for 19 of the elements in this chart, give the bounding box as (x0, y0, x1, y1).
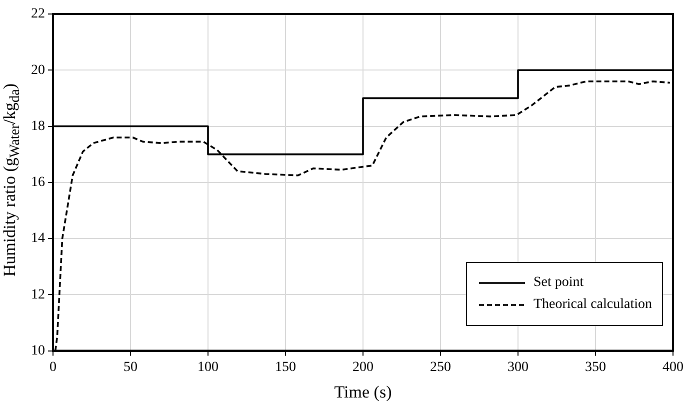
legend-label: Theorical calculation (533, 297, 652, 313)
y-tick-label: 10 (31, 343, 45, 358)
x-tick-label: 0 (50, 360, 56, 375)
x-tick-label: 50 (124, 360, 138, 375)
x-tick-label: 150 (275, 360, 296, 375)
y-tick-label: 18 (31, 118, 45, 134)
x-tick-label: 300 (508, 360, 528, 375)
y-tick-label: 12 (31, 287, 45, 302)
y-tick-label: 20 (31, 62, 45, 78)
x-tick-label: 250 (430, 360, 451, 375)
x-tick-label: 350 (585, 360, 606, 375)
x-tick-label: 100 (198, 360, 218, 375)
legend-label: Set point (533, 275, 584, 291)
y-tick-label: 16 (31, 175, 45, 190)
y-tick-label: 22 (31, 6, 45, 22)
x-axis-title: Time (s) (334, 382, 392, 402)
y-tick-label: 14 (31, 231, 45, 246)
x-tick-label: 400 (662, 360, 684, 375)
x-tick-label: 200 (352, 360, 374, 375)
